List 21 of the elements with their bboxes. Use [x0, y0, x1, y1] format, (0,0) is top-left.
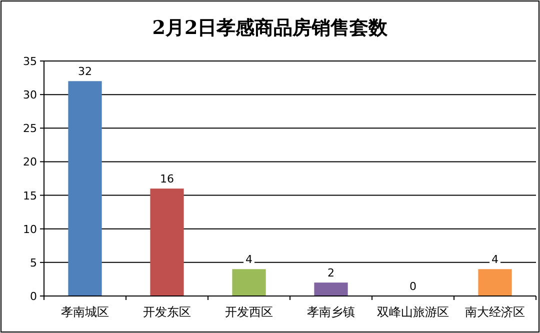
x-tick-label: 孝南城区 — [61, 305, 109, 319]
y-tick-label: 35 — [23, 55, 37, 68]
data-label: 32 — [78, 65, 92, 78]
y-tick-label: 10 — [23, 222, 37, 236]
x-tick-label: 南大经济区 — [465, 305, 525, 319]
x-tick-label: 双峰山旅游区 — [377, 305, 449, 319]
y-tick-label: 30 — [23, 88, 37, 102]
data-label: 2 — [328, 266, 334, 280]
x-tick-label: 孝南乡镇 — [307, 305, 355, 319]
data-label: 16 — [160, 172, 174, 186]
y-tick-label: 5 — [30, 256, 37, 270]
y-tick-label: 15 — [23, 189, 37, 202]
y-tick-label: 20 — [23, 156, 37, 169]
title: 2月2日孝感商品房销售套数 — [152, 17, 388, 39]
y-tick-label: 0 — [30, 290, 37, 303]
data-label: 4 — [492, 253, 498, 266]
data-label: 0 — [410, 280, 416, 293]
y-tick-label: 25 — [23, 122, 37, 136]
data-label: 4 — [246, 253, 252, 266]
x-tick-label: 开发西区 — [225, 305, 273, 319]
x-tick-label: 开发东区 — [143, 305, 191, 319]
